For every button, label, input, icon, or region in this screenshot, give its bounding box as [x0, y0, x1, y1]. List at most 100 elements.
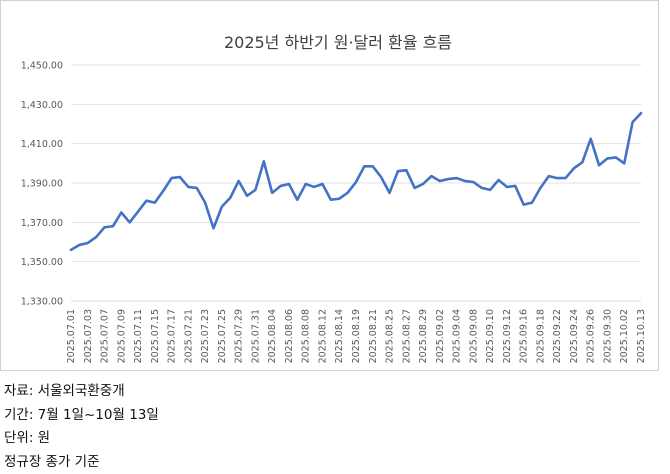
x-tick-label: 2025.09.30 — [602, 309, 613, 363]
chart-notes: 자료: 서울외국환중개 기간: 7월 1일~10월 13일 단위: 원 정규장 … — [4, 380, 159, 474]
data-point — [523, 204, 525, 206]
x-tick-label: 2025.10.13 — [636, 309, 647, 363]
data-point — [364, 165, 366, 167]
data-point — [246, 195, 248, 197]
data-point — [171, 177, 173, 179]
x-tick-label: 2025.07.15 — [150, 309, 161, 363]
data-point — [623, 163, 625, 165]
data-point — [615, 157, 617, 159]
data-point — [632, 121, 634, 123]
data-point — [288, 183, 290, 185]
unit-note: 단위: 원 — [4, 427, 159, 451]
data-point — [120, 212, 122, 214]
data-point — [540, 187, 542, 189]
data-point — [347, 192, 349, 194]
x-tick-label: 2025.07.21 — [183, 309, 194, 363]
data-point — [456, 177, 458, 179]
data-point — [473, 181, 475, 183]
data-point — [196, 187, 198, 189]
y-tick-label: 1,370.00 — [21, 218, 63, 229]
data-point — [162, 190, 164, 192]
data-point — [179, 176, 181, 178]
data-point — [95, 236, 97, 238]
data-point — [447, 178, 449, 180]
data-point — [280, 185, 282, 187]
data-point — [188, 186, 190, 188]
data-point — [414, 187, 416, 189]
data-point — [439, 180, 441, 182]
x-tick-label: 2025.09.22 — [552, 309, 563, 363]
x-tick-label: 2025.09.04 — [452, 309, 463, 363]
x-tick-label: 2025.08.12 — [317, 309, 328, 363]
x-tick-label: 2025.08.25 — [385, 309, 396, 363]
data-point — [204, 202, 206, 204]
data-point — [531, 202, 533, 204]
data-point — [573, 167, 575, 169]
data-point — [255, 189, 257, 191]
y-tick-label: 1,450.00 — [21, 61, 63, 72]
x-tick-label: 2025.07.07 — [100, 309, 111, 363]
data-point — [380, 176, 382, 178]
data-point — [498, 179, 500, 181]
data-point — [464, 180, 466, 182]
line-chart: 2025년 하반기 원·달러 환율 흐름 1,330.001,350.001,3… — [0, 0, 660, 372]
x-tick-label: 2025.09.26 — [586, 309, 597, 363]
data-point — [607, 158, 609, 160]
x-tick-label: 2025.07.25 — [217, 309, 228, 363]
x-tick-label: 2025.09.24 — [569, 309, 580, 363]
period-note: 기간: 7월 1일~10월 13일 — [4, 404, 159, 428]
chart-title: 2025년 하반기 원·달러 환율 흐름 — [224, 33, 452, 52]
data-point — [422, 183, 424, 185]
data-point — [154, 202, 156, 204]
data-point — [271, 192, 273, 194]
x-tick-label: 2025.08.08 — [301, 309, 312, 363]
x-tick-label: 2025.09.12 — [502, 309, 513, 363]
data-point — [565, 177, 567, 179]
x-tick-label: 2025.09.10 — [485, 309, 496, 363]
x-tick-label: 2025.08.27 — [401, 309, 412, 363]
x-tick-label: 2025.08.29 — [418, 309, 429, 363]
y-tick-label: 1,430.00 — [21, 100, 63, 111]
y-tick-label: 1,330.00 — [21, 297, 63, 308]
x-tick-label: 2025.07.23 — [200, 309, 211, 363]
data-point — [313, 186, 315, 188]
x-tick-label: 2025.07.11 — [133, 309, 144, 363]
x-tick-label: 2025.09.18 — [535, 309, 546, 363]
x-tick-label: 2025.08.21 — [368, 309, 379, 363]
data-point — [79, 244, 81, 246]
x-tick-label: 2025.09.02 — [435, 309, 446, 363]
data-point — [263, 161, 265, 163]
data-point — [506, 186, 508, 188]
data-point — [514, 185, 516, 187]
data-point — [556, 177, 558, 179]
x-tick-label: 2025.09.16 — [519, 309, 530, 363]
data-point — [338, 198, 340, 200]
x-tick-label: 2025.08.04 — [267, 309, 278, 363]
basis-note: 정규장 종가 기준 — [4, 451, 159, 474]
x-tick-label: 2025.07.17 — [167, 309, 178, 363]
data-point — [238, 180, 240, 182]
data-point — [548, 175, 550, 177]
data-point — [129, 222, 131, 224]
x-tick-label: 2025.09.08 — [468, 309, 479, 363]
data-point — [640, 112, 642, 114]
source-note: 자료: 서울외국환중개 — [4, 380, 159, 404]
x-tick-label: 2025.10.02 — [619, 309, 630, 363]
data-point — [372, 165, 374, 167]
data-point — [70, 249, 72, 251]
data-point — [582, 162, 584, 164]
data-point — [297, 199, 299, 201]
data-point — [405, 169, 407, 171]
data-point — [330, 199, 332, 201]
y-tick-label: 1,390.00 — [21, 179, 63, 190]
data-point — [112, 225, 114, 227]
data-point — [431, 175, 433, 177]
x-tick-label: 2025.07.09 — [116, 309, 127, 363]
x-tick-label: 2025.07.31 — [250, 309, 261, 363]
data-point — [389, 192, 391, 194]
data-point — [322, 183, 324, 185]
x-tick-label: 2025.07.01 — [66, 309, 77, 363]
x-tick-label: 2025.07.29 — [234, 309, 245, 363]
